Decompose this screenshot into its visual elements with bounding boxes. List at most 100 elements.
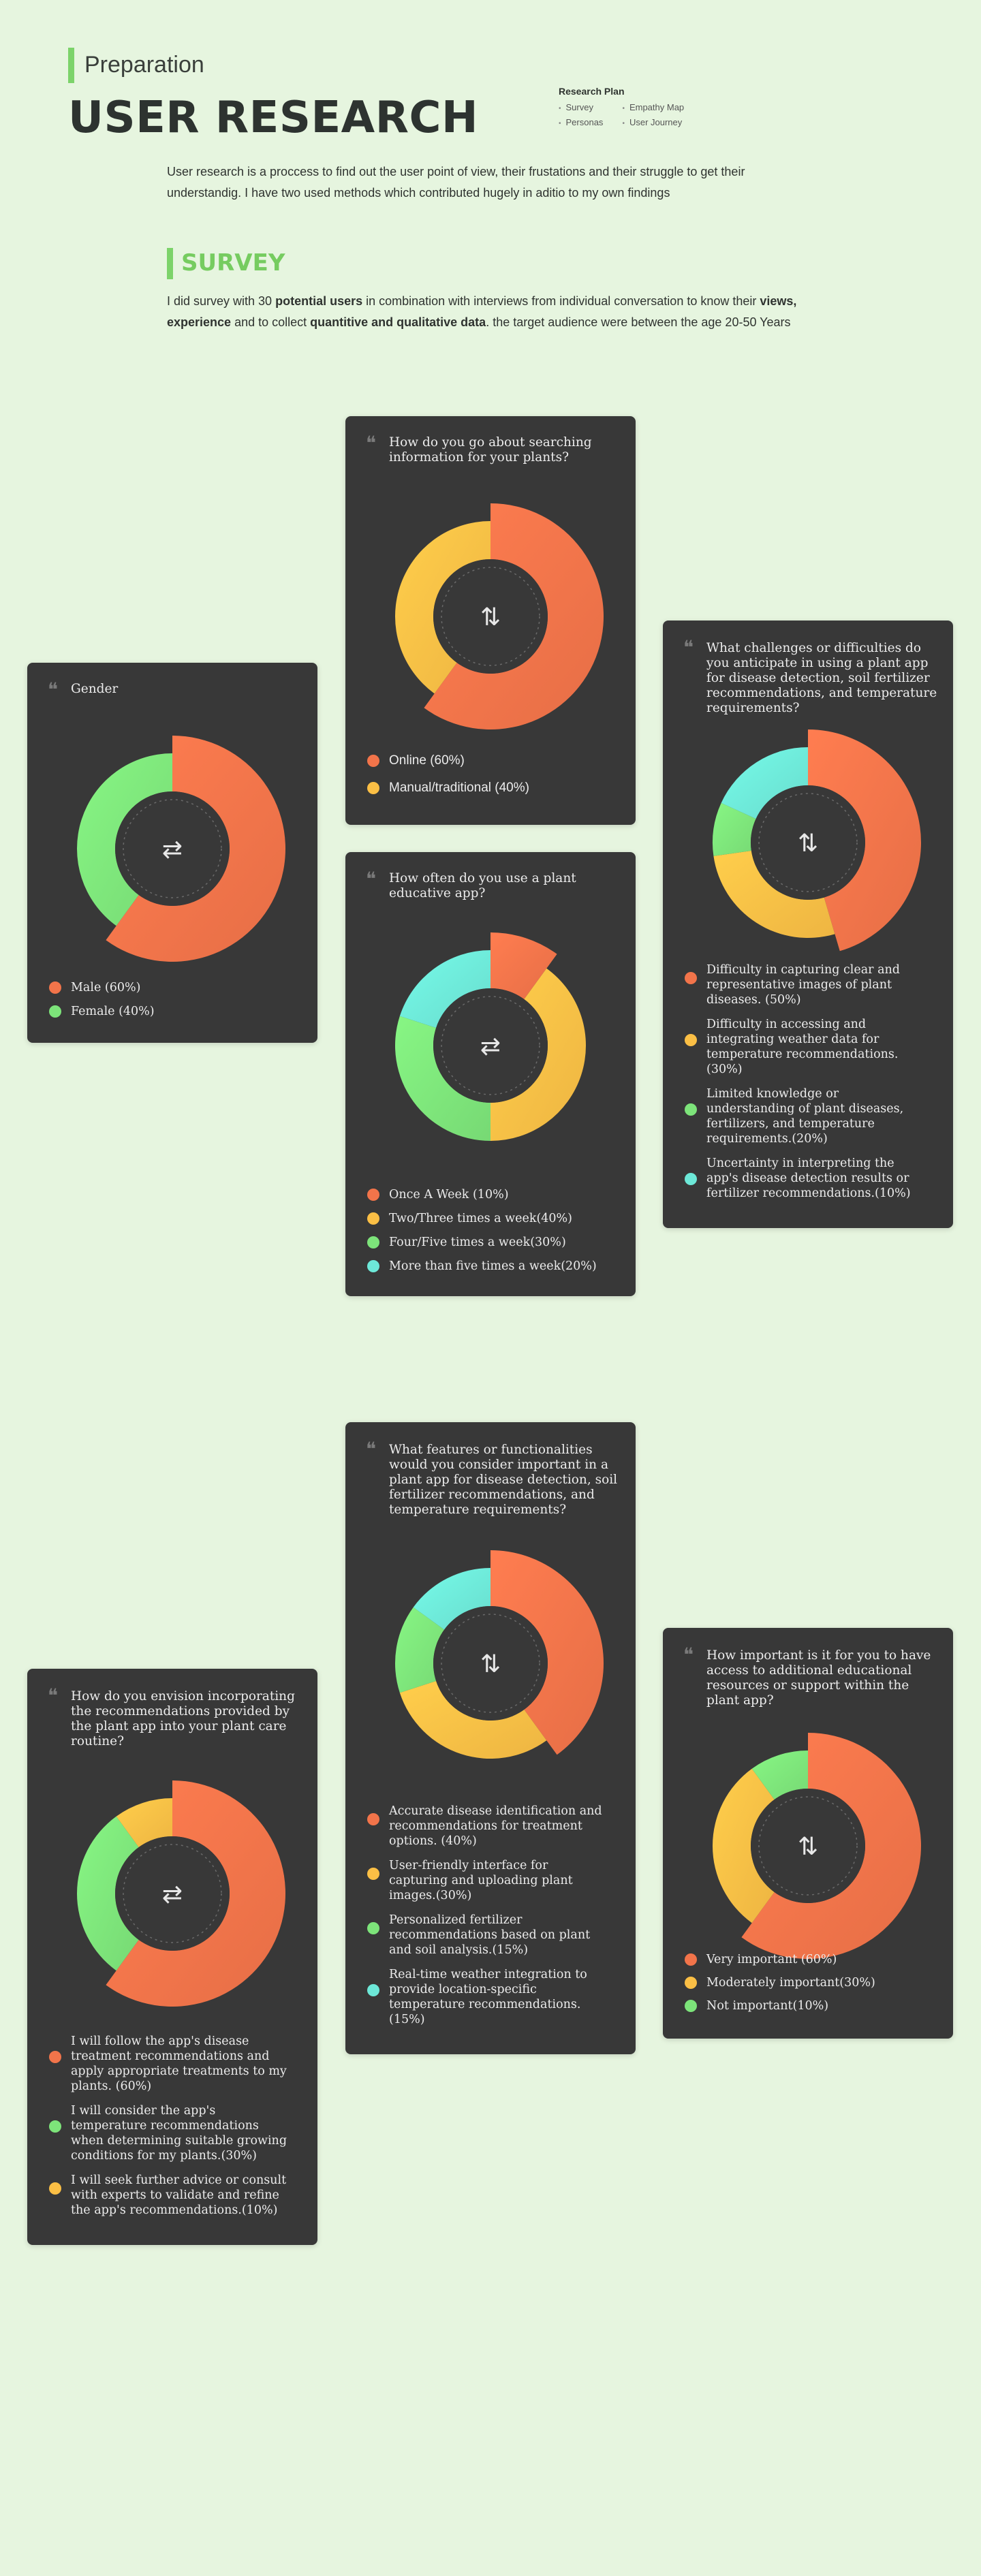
donut-segment bbox=[76, 1816, 139, 1971]
donut-segment bbox=[413, 1568, 490, 1630]
survey-card-importance: ❝ How important is it for you to have ac… bbox=[663, 1628, 953, 2039]
legend-dot bbox=[685, 1173, 697, 1185]
legend-item: Difficulty in capturing clear and repres… bbox=[685, 962, 916, 1007]
donut-segment bbox=[741, 1733, 921, 1959]
legend-item: User-friendly interface for capturing an… bbox=[367, 1858, 602, 1903]
legend-item: Four/Five times a week(30%) bbox=[367, 1235, 597, 1250]
research-plan-column-2: Empathy Map User Journey bbox=[622, 102, 684, 132]
quote-icon: ❝ bbox=[366, 868, 377, 890]
donut-segment bbox=[116, 1798, 172, 1848]
question-text: How do you go about searching informatio… bbox=[389, 435, 592, 465]
donut-segment bbox=[399, 950, 490, 1028]
chart-legend: Male (60%) Female (40%) bbox=[49, 980, 155, 1019]
donut-segment bbox=[490, 1550, 604, 1755]
legend-item: Uncertainty in interpreting the app's di… bbox=[685, 1156, 916, 1201]
chart-legend: Online (60%) Manual/traditional (40%) bbox=[367, 753, 529, 796]
survey-card-features: ❝ What features or functionalities would… bbox=[345, 1422, 636, 2054]
question-text: How important is it for you to have acce… bbox=[706, 1648, 931, 1708]
quote-icon: ❝ bbox=[48, 678, 59, 701]
research-plan-column-1: Survey Personas bbox=[559, 102, 604, 132]
donut-chart: ⇅ bbox=[713, 729, 921, 952]
swap-horizontal-icon: ⇄ bbox=[162, 836, 183, 864]
swap-vertical-icon: ⇅ bbox=[798, 830, 818, 858]
legend-dot bbox=[367, 1236, 379, 1248]
legend-item: Two/Three times a week(40%) bbox=[367, 1211, 597, 1226]
survey-accent-bar bbox=[167, 248, 173, 279]
legend-item: Personalized fertilizer recommendations … bbox=[367, 1913, 602, 1958]
section-subtitle: Preparation bbox=[84, 52, 204, 78]
donut-chart: ⇄ bbox=[76, 1780, 286, 2007]
donut-inner-ring bbox=[123, 799, 222, 898]
donut-segment bbox=[490, 932, 557, 1000]
legend-dot bbox=[367, 1868, 379, 1880]
legend-item: Real-time weather integration to provide… bbox=[367, 1967, 602, 2027]
question-text: How do you envision incorporating the re… bbox=[71, 1689, 295, 1748]
donut-center bbox=[433, 559, 548, 674]
legend-item: Manual/traditional (40%) bbox=[367, 781, 529, 796]
donut-inner-ring bbox=[441, 1614, 540, 1713]
donut-center bbox=[115, 1836, 230, 1951]
swap-vertical-icon: ⇅ bbox=[480, 603, 501, 631]
swap-horizontal-icon: ⇄ bbox=[162, 1881, 183, 1909]
plan-item: Empathy Map bbox=[622, 102, 684, 112]
donut-chart: ⇄ bbox=[395, 932, 586, 1141]
legend-item: I will seek further advice or consult wi… bbox=[49, 2173, 287, 2218]
donut-segment bbox=[106, 1780, 286, 2007]
legend-dot bbox=[685, 972, 697, 984]
legend-item: Limited knowledge or understanding of pl… bbox=[685, 1086, 916, 1146]
legend-item: I will consider the app's temperature re… bbox=[49, 2103, 287, 2163]
legend-dot bbox=[367, 1189, 379, 1201]
chart-legend: Very important (60%) Moderately importan… bbox=[685, 1952, 875, 2013]
legend-item: More than five times a week(20%) bbox=[367, 1259, 597, 1274]
legend-item: Once A Week (10%) bbox=[367, 1187, 597, 1202]
legend-item: I will follow the app's disease treatmen… bbox=[49, 2034, 287, 2094]
legend-dot bbox=[367, 1260, 379, 1272]
legend-dot bbox=[49, 2120, 61, 2133]
legend-dot bbox=[367, 782, 379, 794]
donut-segment bbox=[490, 968, 586, 1141]
donut-chart: ⇄ bbox=[77, 736, 286, 962]
legend-dot bbox=[367, 1813, 379, 1825]
donut-segment bbox=[808, 729, 921, 952]
chart-legend: Once A Week (10%) Two/Three times a week… bbox=[367, 1187, 597, 1274]
survey-card-searching: ❝ How do you go about searching informat… bbox=[345, 416, 636, 825]
chart-legend: I will follow the app's disease treatmen… bbox=[49, 2034, 287, 2218]
swap-vertical-icon: ⇅ bbox=[798, 1833, 818, 1861]
survey-card-challenges: ❝ What challenges or difficulties do you… bbox=[663, 621, 953, 1228]
legend-dot bbox=[685, 1953, 697, 1966]
chart-legend: Accurate disease identification and reco… bbox=[367, 1804, 602, 2027]
donut-center bbox=[115, 791, 230, 906]
quote-icon: ❝ bbox=[48, 1684, 59, 1707]
legend-dot bbox=[367, 1212, 379, 1225]
donut-segment bbox=[713, 850, 835, 938]
donut-center bbox=[433, 988, 548, 1103]
page-title: USER RESEARCH bbox=[68, 93, 478, 143]
donut-segment bbox=[424, 503, 604, 729]
survey-card-gender: ❝ Gender ⇄ Male (60%) Female (40%) bbox=[27, 663, 317, 1043]
donut-inner-ring bbox=[123, 1844, 222, 1943]
donut-center bbox=[433, 1606, 548, 1721]
legend-dot bbox=[367, 1922, 379, 1934]
donut-segment bbox=[721, 747, 808, 819]
preparation-accent-bar bbox=[68, 48, 74, 83]
legend-dot bbox=[367, 1984, 379, 1996]
survey-card-frequency: ❝ How often do you use a plant educative… bbox=[345, 852, 636, 1296]
legend-item: Online (60%) bbox=[367, 753, 529, 768]
question-text: Gender bbox=[71, 682, 119, 696]
donut-center bbox=[751, 785, 865, 900]
donut-segment bbox=[77, 753, 172, 926]
donut-segment bbox=[713, 802, 756, 856]
legend-dot bbox=[685, 1034, 697, 1046]
donut-segment bbox=[399, 1680, 547, 1759]
quote-icon: ❝ bbox=[683, 636, 694, 659]
legend-dot bbox=[49, 2182, 61, 2195]
survey-card-incorporating: ❝ How do you envision incorporating the … bbox=[27, 1669, 317, 2245]
intro-paragraph: User research is a proccess to find out … bbox=[167, 165, 745, 200]
legend-dot bbox=[49, 981, 61, 994]
donut-segment bbox=[713, 1768, 775, 1923]
legend-item: Moderately important(30%) bbox=[685, 1975, 875, 1990]
plan-item: Personas bbox=[559, 117, 604, 127]
donut-center bbox=[751, 1789, 865, 1903]
quote-icon: ❝ bbox=[366, 432, 377, 454]
question-text: What challenges or difficulties do you a… bbox=[706, 641, 937, 715]
